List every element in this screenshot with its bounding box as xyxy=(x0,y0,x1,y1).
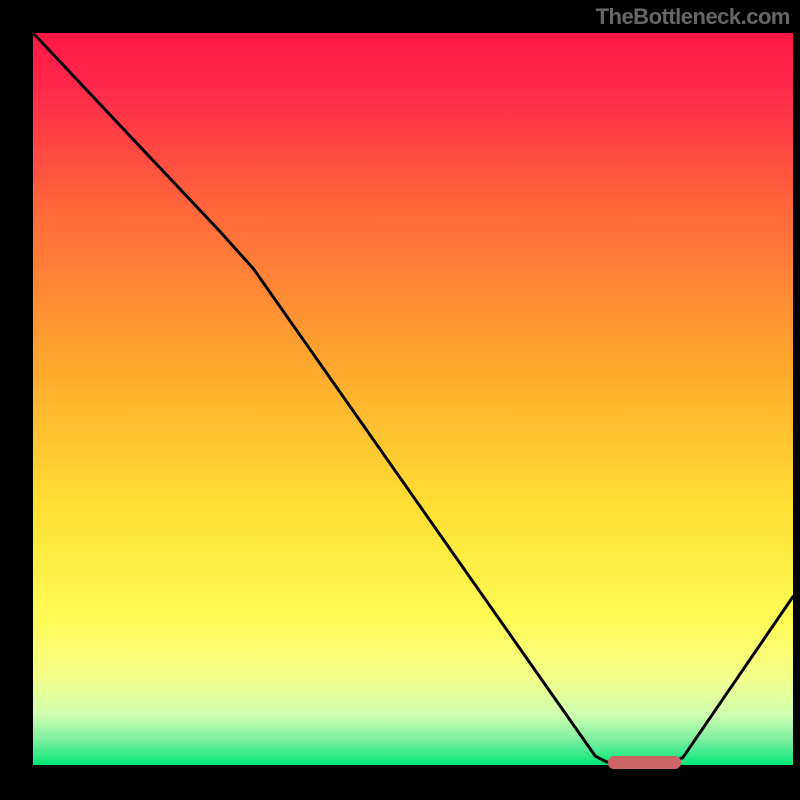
plot-area xyxy=(30,30,796,768)
chart-frame: TheBottleneck.com xyxy=(0,0,800,800)
watermark-text: TheBottleneck.com xyxy=(596,4,790,30)
bottleneck-curve xyxy=(33,33,793,765)
optimal-zone-marker xyxy=(608,756,681,769)
